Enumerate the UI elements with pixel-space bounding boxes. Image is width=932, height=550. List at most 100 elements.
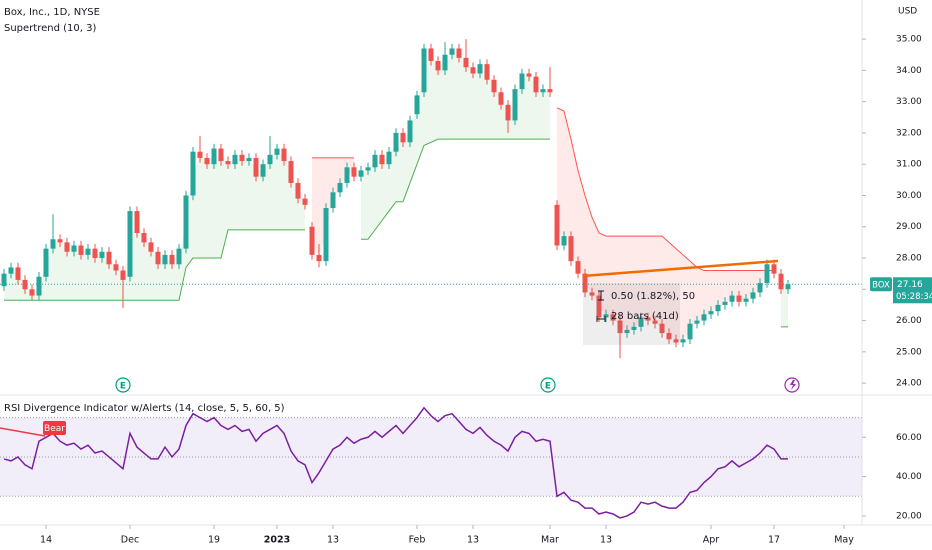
- measure-box: [583, 283, 680, 345]
- split-marker[interactable]: [784, 377, 800, 393]
- candle-body: [533, 76, 539, 93]
- candle-body: [624, 329, 630, 334]
- candle-body: [617, 320, 623, 334]
- supertrend-line: [311, 107, 775, 272]
- y-tick-label: 26.00: [896, 316, 922, 326]
- earnings-label[interactable]: E: [120, 382, 126, 392]
- candle-body: [645, 317, 651, 321]
- earnings-marker[interactable]: E: [115, 377, 131, 393]
- measure-price: 0.50 (1.82%), 50: [611, 291, 695, 302]
- x-tick-label: 13: [600, 535, 612, 546]
- candle-body: [162, 254, 168, 265]
- candle-body: [155, 251, 161, 265]
- x-tick-label: Apr: [703, 535, 720, 546]
- candle-body: [736, 295, 742, 302]
- supertrend-fill: [557, 107, 775, 341]
- candle-body: [372, 154, 378, 168]
- x-tick-label: May: [834, 535, 854, 546]
- supertrend-fill: [311, 157, 354, 259]
- candle-body: [218, 148, 224, 162]
- candle-body: [239, 154, 245, 162]
- candle-body: [498, 92, 504, 105]
- rsi-band: [0, 417, 862, 497]
- candle-body: [400, 132, 406, 143]
- candle-body: [582, 273, 588, 293]
- y-tick-label: 32.00: [896, 128, 922, 138]
- supertrend-fill: [781, 281, 789, 327]
- candle-body: [610, 314, 616, 321]
- candle-body: [134, 211, 140, 233]
- candle-body: [78, 245, 84, 255]
- x-tick-label: Mar: [541, 535, 559, 546]
- candle-body: [190, 151, 196, 196]
- candle-body: [22, 279, 28, 290]
- divergence-line: [0, 427, 46, 437]
- x-tick-label: Dec: [121, 535, 139, 546]
- x-tick-label: Feb: [409, 535, 426, 546]
- candle-body: [197, 151, 203, 158]
- candle-body: [652, 320, 658, 324]
- chart-title: Box, Inc., 1D, NYSE: [4, 7, 100, 18]
- candle-body: [456, 48, 462, 58]
- candle-body: [288, 161, 294, 183]
- y-tick-label: 20.00: [896, 511, 922, 521]
- candle-body: [309, 226, 315, 255]
- y-tick-label: 34.00: [896, 66, 922, 76]
- candle-body: [99, 251, 105, 259]
- candle-body: [575, 261, 581, 274]
- candle-body: [85, 248, 91, 255]
- candle-body: [92, 248, 98, 259]
- y-tick-label: 25.00: [896, 347, 922, 357]
- candle-body: [547, 89, 553, 93]
- candle-body: [330, 192, 336, 208]
- x-tick-label: 13: [327, 535, 339, 546]
- candle-body: [554, 204, 560, 246]
- currency: USD: [898, 7, 917, 17]
- earnings-icon[interactable]: [540, 377, 556, 393]
- candle-body: [169, 254, 175, 265]
- candle-body: [526, 73, 532, 77]
- measure-bars: 28 bars (41d): [611, 311, 679, 322]
- candle-body: [785, 284, 791, 290]
- candle-body: [120, 270, 126, 280]
- lightning-icon[interactable]: [790, 380, 796, 390]
- candle-body: [771, 264, 777, 274]
- candle-body: [596, 295, 602, 318]
- price-tag: [893, 277, 932, 304]
- candle-body: [323, 207, 329, 262]
- candle-body: [43, 248, 49, 277]
- x-tick-label: 13: [467, 535, 479, 546]
- candle-body: [540, 89, 546, 93]
- candle-body: [694, 320, 700, 324]
- earnings-marker[interactable]: E: [540, 377, 556, 393]
- y-tick-label: 28.00: [896, 254, 922, 264]
- candle-body: [477, 64, 483, 74]
- rsi-line: [3, 406, 789, 519]
- candle-body: [673, 339, 679, 343]
- y-tick-label: 33.00: [896, 97, 922, 107]
- y-tick-label: 40.00: [896, 472, 922, 482]
- candle-body: [659, 323, 665, 334]
- candle-body: [274, 148, 280, 155]
- earnings-label[interactable]: E: [545, 382, 551, 392]
- candle-body: [757, 283, 763, 293]
- earnings-icon[interactable]: [115, 377, 131, 393]
- candle-body: [561, 236, 567, 246]
- trend-line: [582, 259, 779, 278]
- candle-body: [393, 132, 399, 152]
- y-tick-label: 30.00: [896, 191, 922, 201]
- candle-body: [127, 211, 133, 277]
- candle-body: [316, 254, 322, 262]
- measure-icon: [598, 290, 604, 301]
- candle-body: [435, 60, 441, 71]
- candle-body: [50, 239, 56, 249]
- candle-body: [15, 267, 21, 280]
- candle-body: [764, 264, 770, 284]
- candle-body: [351, 167, 357, 177]
- x-tick-label: 19: [208, 535, 220, 546]
- divergence-tag: [43, 421, 66, 435]
- candle-body: [57, 239, 63, 243]
- x-tick-label: 17: [768, 535, 780, 546]
- candle-body: [148, 242, 154, 252]
- supertrend-line: [3, 138, 789, 328]
